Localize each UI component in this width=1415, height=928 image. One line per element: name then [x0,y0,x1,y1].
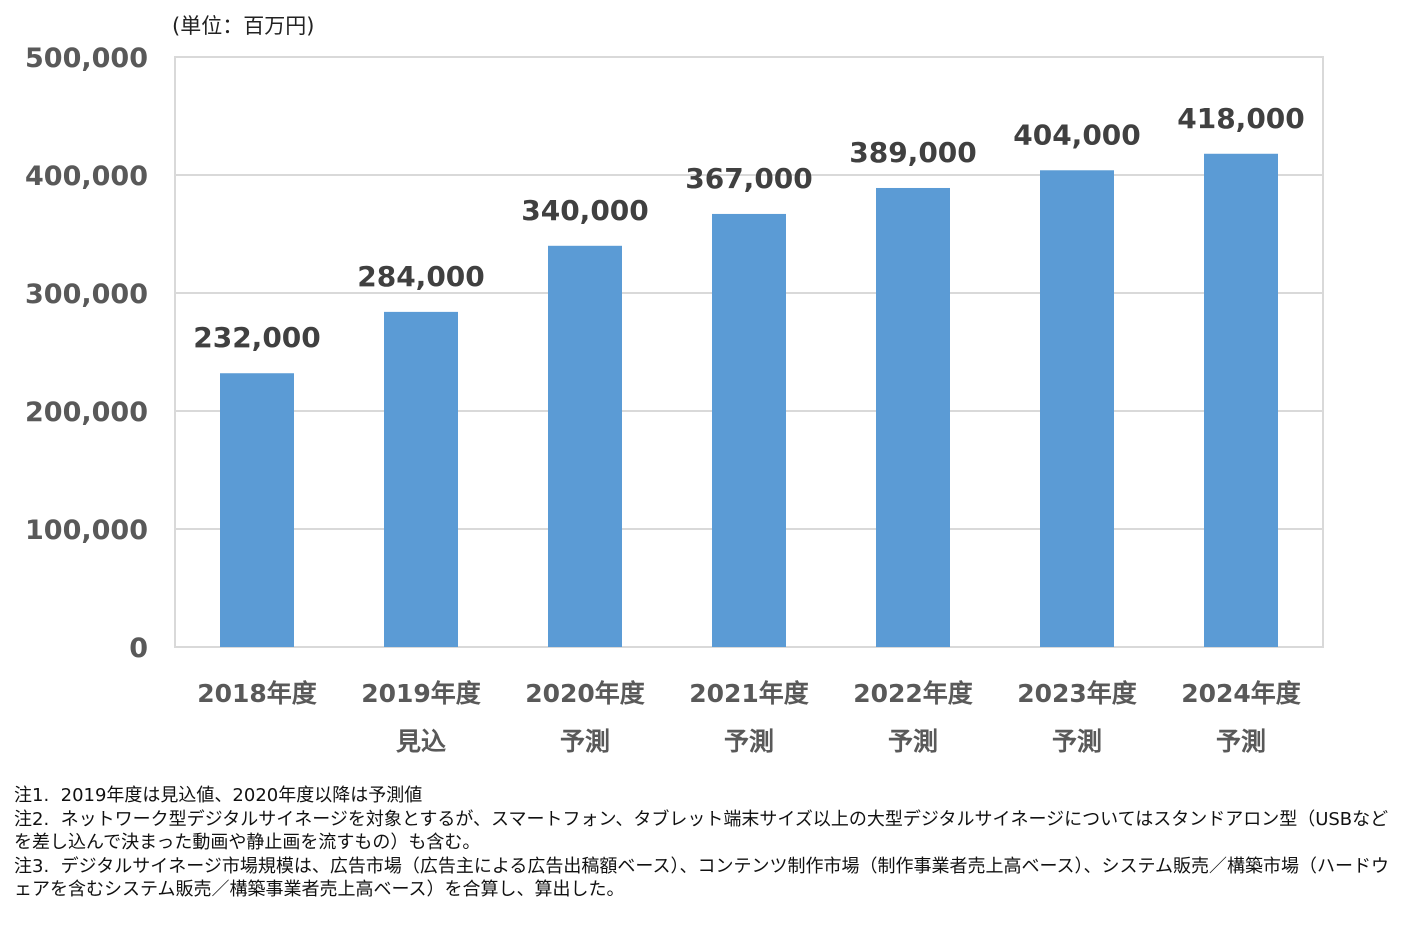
data-labels: 232,000 284,000 340,000 367,000 389,000 404,0… [193,102,1305,354]
x-axis-ticks: 2018年度 2019年度見込2020年度予測2021年度予測2022年度予測20… [197,679,1301,756]
x-tick-label: 2022年度 [853,679,973,708]
bar [384,311,458,647]
footnotes: 注1. 2019年度は見込値、2020年度以降は予測値 注2. ネットワーク型デ… [14,784,1404,902]
bar [220,373,294,647]
footnote-3: 注3. デジタルサイネージ市場規模は、広告市場（広告主による広告出稿額ベース）、… [14,855,1390,901]
y-axis-ticks: 0 100,000 200,000 300,000 400,000 500,000 [25,43,148,664]
unit-label: (単位：百万円) [172,14,315,38]
y-tick-label: 100,000 [25,515,148,546]
data-label: 404,000 [1013,118,1141,151]
data-label: 232,000 [193,321,321,354]
x-tick-sublabel: 予測 [1052,727,1102,756]
x-tick-label: 2023年度 [1017,679,1137,708]
data-label: 284,000 [357,260,485,293]
x-tick-label: 2024年度 [1181,679,1301,708]
bar [1204,153,1278,647]
y-tick-label: 200,000 [25,397,148,428]
bar [712,213,786,647]
data-label: 367,000 [685,162,813,195]
data-label: 340,000 [521,194,649,227]
data-label: 418,000 [1177,102,1305,135]
x-tick-sublabel: 見込 [396,727,446,756]
x-tick-sublabel: 予測 [1216,727,1266,756]
x-tick-label: 2021年度 [689,679,809,708]
bar [1040,170,1114,647]
footnote-2: 注2. ネットワーク型デジタルサイネージを対象とするが、スマートフォン、タブレッ… [14,808,1389,854]
bars [220,153,1278,648]
bar [876,187,950,648]
y-tick-label: 400,000 [25,161,148,192]
x-tick-sublabel: 予測 [560,727,610,756]
footnote-1: 注1. 2019年度は見込値、2020年度以降は予測値 [14,785,423,806]
y-tick-label: 0 [129,633,148,664]
bar-chart: 0 100,000 200,000 300,000 400,000 500,000 201… [25,43,1324,756]
data-label: 389,000 [849,136,977,169]
x-tick-sublabel: 予測 [724,727,774,756]
x-tick-label: 2019年度 [361,679,481,708]
y-tick-label: 300,000 [25,279,148,310]
x-tick-label: 2020年度 [525,679,645,708]
bar [548,245,622,648]
y-tick-label: 500,000 [25,43,148,74]
x-tick-label: 2018年度 [197,679,317,708]
x-tick-sublabel: 予測 [888,727,938,756]
